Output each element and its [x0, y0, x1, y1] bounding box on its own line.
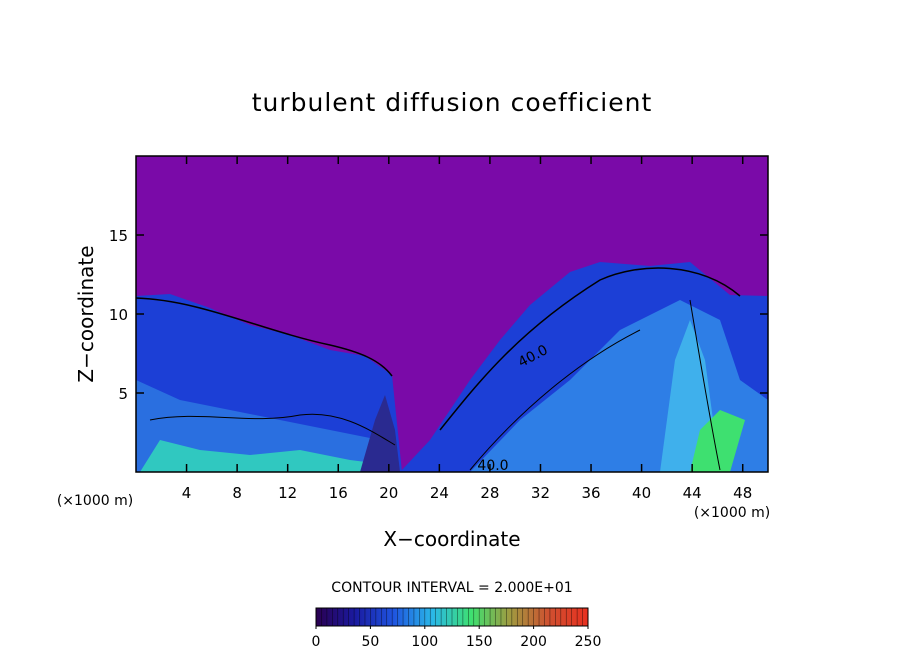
- y-axis-label: Z−coordinate: [74, 245, 98, 382]
- contour-label: 40.0: [477, 458, 508, 474]
- x-tick-label: 36: [581, 484, 600, 502]
- x-tick-label: 28: [480, 484, 499, 502]
- x-unit: (×1000 m): [694, 505, 770, 521]
- x-tick-label: 32: [531, 484, 550, 502]
- field: [136, 156, 768, 472]
- y-tick-label: 10: [109, 306, 128, 324]
- colorbar-tick-label: 250: [575, 634, 602, 650]
- y-tick-label: 15: [109, 227, 128, 245]
- x-tick-label: 4: [182, 484, 192, 502]
- colorbar-tick-label: 150: [466, 634, 493, 650]
- x-tick-label: 8: [232, 484, 242, 502]
- chart-title: turbulent diffusion coefficient: [252, 88, 653, 117]
- y-tick-label: 5: [118, 385, 128, 403]
- x-tick-label: 48: [733, 484, 752, 502]
- y-unit: (×1000 m): [57, 493, 133, 509]
- x-tick-label: 12: [278, 484, 297, 502]
- colorbar-tick-label: 0: [312, 634, 321, 650]
- x-tick-label: 44: [683, 484, 702, 502]
- x-axis-label: X−coordinate: [383, 527, 520, 551]
- x-tick-label: 16: [329, 484, 348, 502]
- contour-interval: CONTOUR INTERVAL = 2.000E+01: [331, 580, 572, 596]
- x-tick-label: 40: [632, 484, 651, 502]
- x-tick-label: 24: [430, 484, 449, 502]
- colorbar-tick-label: 100: [411, 634, 438, 650]
- x-tick-label: 20: [379, 484, 398, 502]
- colorbar-tick-label: 200: [520, 634, 547, 650]
- colorbar-tick-label: 50: [361, 634, 379, 650]
